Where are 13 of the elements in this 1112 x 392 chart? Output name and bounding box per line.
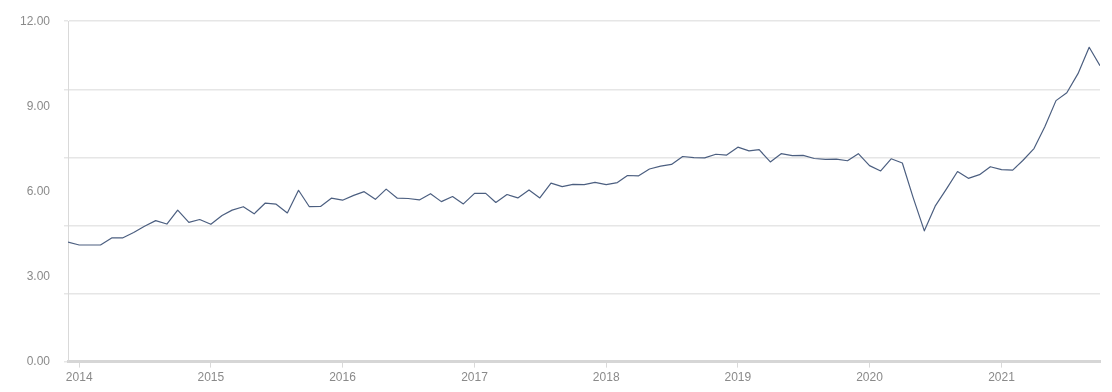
x-tick-label: 2017 [461, 370, 489, 385]
y-tick-label: 6.00 [26, 183, 51, 198]
x-tick-label: 2015 [197, 370, 225, 385]
x-tick-label: 2016 [329, 370, 357, 385]
x-tick-label: 2018 [592, 370, 620, 385]
x-tick-label: 2014 [65, 370, 93, 385]
y-tick-label: 9.00 [26, 98, 51, 113]
y-tick-label: 0.00 [26, 353, 51, 368]
x-tick-label: 2021 [988, 370, 1016, 385]
x-tick-label: 2020 [856, 370, 884, 385]
x-tick-label: 2019 [724, 370, 752, 385]
y-tick-label: 12.00 [20, 13, 51, 28]
y-tick-label: 3.00 [26, 268, 51, 283]
